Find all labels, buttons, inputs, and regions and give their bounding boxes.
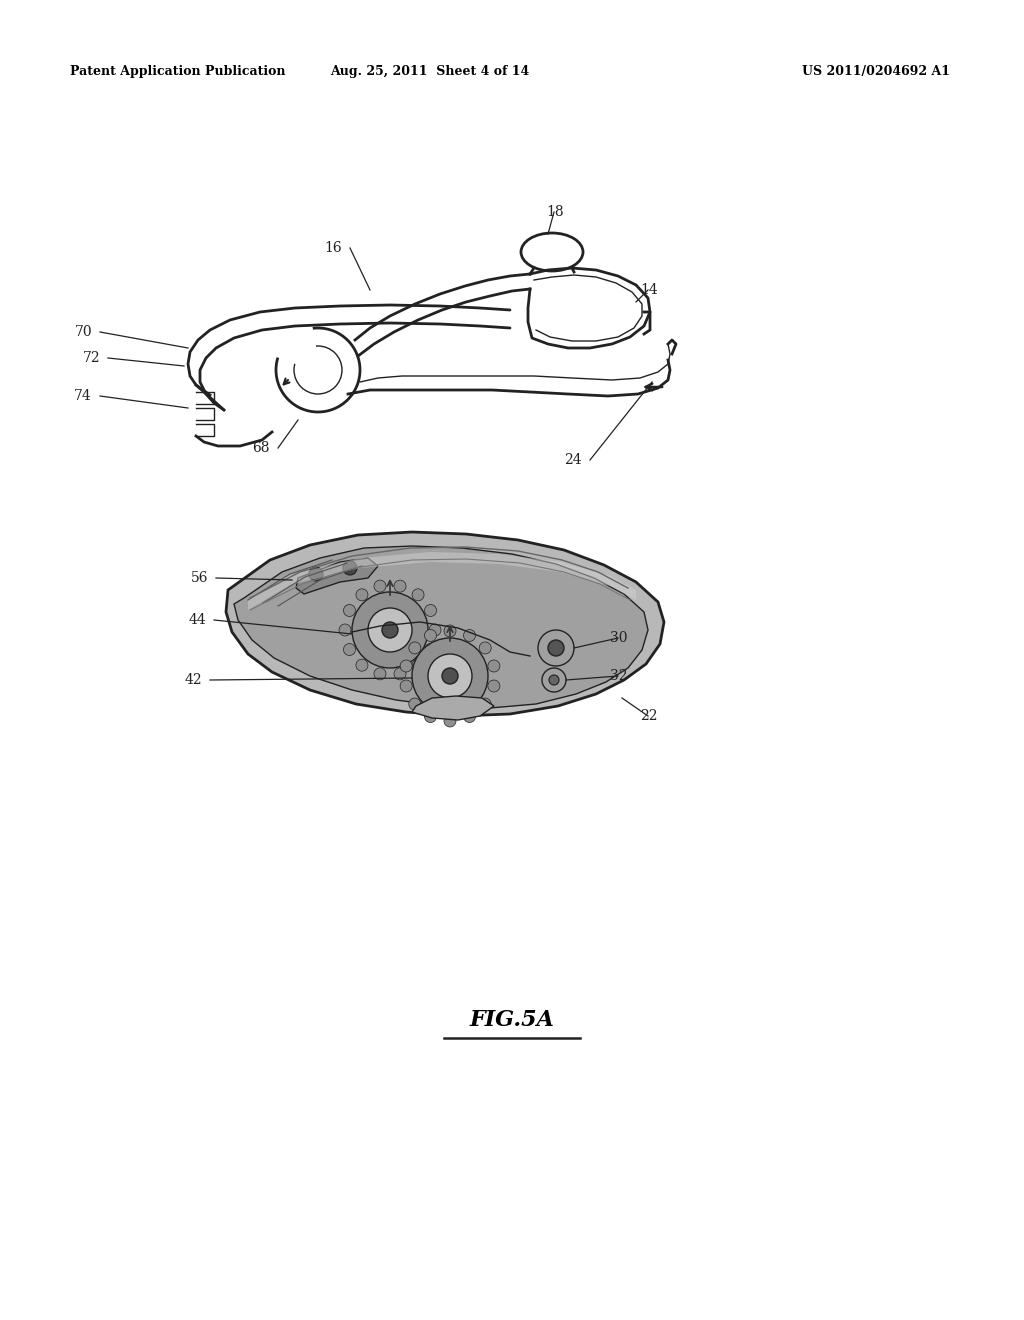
Text: 14: 14 xyxy=(640,282,657,297)
Circle shape xyxy=(394,668,406,680)
Circle shape xyxy=(400,680,412,692)
Text: 56: 56 xyxy=(190,572,208,585)
Circle shape xyxy=(425,710,436,722)
Circle shape xyxy=(479,642,492,653)
Circle shape xyxy=(444,715,456,727)
Text: 16: 16 xyxy=(325,242,342,255)
Text: 32: 32 xyxy=(610,669,628,682)
Circle shape xyxy=(309,568,323,581)
Text: 74: 74 xyxy=(75,389,92,403)
Text: 22: 22 xyxy=(640,709,657,723)
Circle shape xyxy=(374,579,386,593)
Circle shape xyxy=(442,668,458,684)
Circle shape xyxy=(479,698,492,710)
Circle shape xyxy=(339,624,351,636)
Circle shape xyxy=(549,675,559,685)
Circle shape xyxy=(429,624,441,636)
Text: Patent Application Publication: Patent Application Publication xyxy=(70,66,286,78)
Polygon shape xyxy=(234,546,648,708)
Circle shape xyxy=(548,640,564,656)
Circle shape xyxy=(538,630,574,667)
Circle shape xyxy=(356,589,368,601)
Circle shape xyxy=(412,638,488,714)
Circle shape xyxy=(352,591,428,668)
Polygon shape xyxy=(248,552,636,610)
Circle shape xyxy=(356,659,368,671)
Circle shape xyxy=(425,644,436,656)
Text: US 2011/0204692 A1: US 2011/0204692 A1 xyxy=(802,66,950,78)
Circle shape xyxy=(412,659,424,671)
Wedge shape xyxy=(274,325,318,370)
Circle shape xyxy=(343,644,355,656)
Circle shape xyxy=(444,624,456,638)
Circle shape xyxy=(412,589,424,601)
Circle shape xyxy=(425,605,436,616)
Circle shape xyxy=(394,579,406,593)
Circle shape xyxy=(343,605,355,616)
Polygon shape xyxy=(296,558,378,594)
Circle shape xyxy=(374,668,386,680)
Text: 18: 18 xyxy=(546,205,563,219)
Text: FIG.5A: FIG.5A xyxy=(470,1008,554,1031)
Circle shape xyxy=(464,630,475,642)
Circle shape xyxy=(400,660,412,672)
Text: 68: 68 xyxy=(253,441,270,455)
Polygon shape xyxy=(412,696,494,719)
Circle shape xyxy=(542,668,566,692)
Text: 44: 44 xyxy=(188,612,206,627)
Text: 42: 42 xyxy=(184,673,202,686)
Text: Aug. 25, 2011  Sheet 4 of 14: Aug. 25, 2011 Sheet 4 of 14 xyxy=(331,66,529,78)
Text: 72: 72 xyxy=(82,351,100,366)
Text: 24: 24 xyxy=(564,453,582,467)
Polygon shape xyxy=(226,532,664,715)
Circle shape xyxy=(409,698,421,710)
Circle shape xyxy=(428,653,472,698)
Circle shape xyxy=(343,561,357,576)
Circle shape xyxy=(368,609,412,652)
Circle shape xyxy=(382,622,398,638)
Circle shape xyxy=(425,630,436,642)
Circle shape xyxy=(487,680,500,692)
Text: 70: 70 xyxy=(75,325,92,339)
Text: 30: 30 xyxy=(610,631,628,645)
Circle shape xyxy=(487,660,500,672)
Circle shape xyxy=(464,710,475,722)
Circle shape xyxy=(409,642,421,653)
